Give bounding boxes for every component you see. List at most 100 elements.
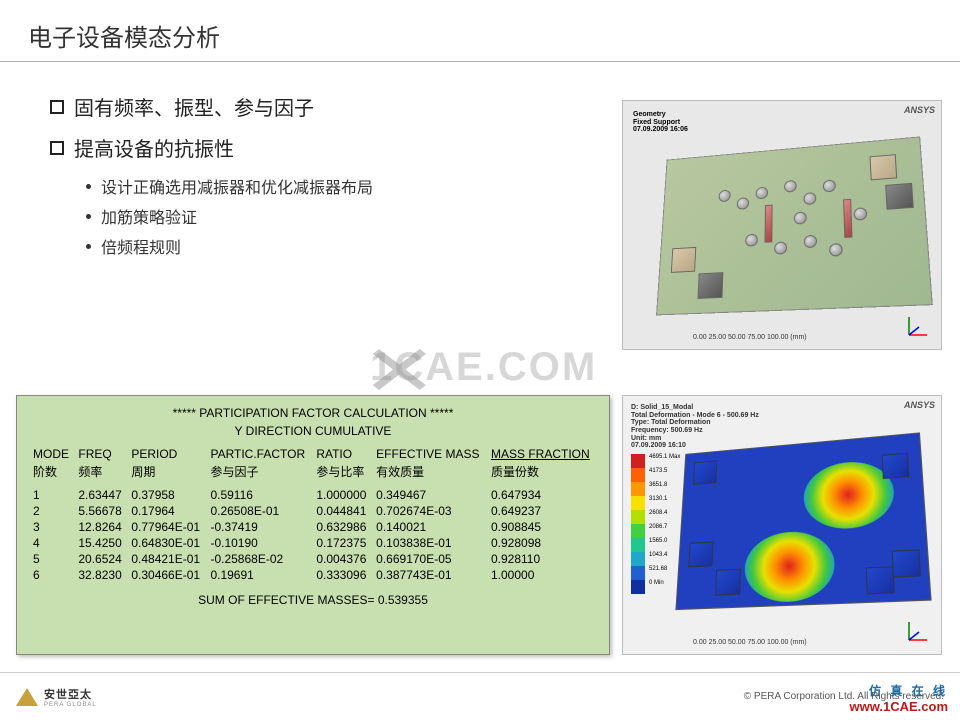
table-cell: 6 <box>29 567 74 583</box>
table-cell: 32.8230 <box>74 567 127 583</box>
th: 参与因子 <box>206 462 312 481</box>
figure-geometry: Geometry Fixed Support 07.09.2009 16:06 … <box>622 100 942 350</box>
bullet-text: 加筋策略验证 <box>101 204 197 228</box>
table-cell: 0.172375 <box>312 535 372 551</box>
table-cell: 0.103838E-01 <box>372 535 487 551</box>
table-cell: 0.647934 <box>487 487 597 503</box>
th: 有效质量 <box>372 462 487 481</box>
component-cap <box>823 179 836 192</box>
table-cell: 0.48421E-01 <box>127 551 206 567</box>
dot-bullet-icon <box>86 184 91 189</box>
table-cell: 1 <box>29 487 74 503</box>
th: 周期 <box>127 462 206 481</box>
table-cell: 4 <box>29 535 74 551</box>
table-cell: 0.17964 <box>127 503 206 519</box>
page-title: 电子设备模态分析 <box>28 18 932 53</box>
cae-watermark: 仿 真 在 线 www.1CAE.com <box>850 682 948 714</box>
table-cell: 0.77964E-01 <box>127 519 206 535</box>
cae-url: www.1CAE.com <box>850 699 948 714</box>
th: 频率 <box>74 462 127 481</box>
component-cube <box>693 460 717 485</box>
bullet-text: 倍频程规则 <box>101 234 181 258</box>
table-row: 312.82640.77964E-01-0.374190.6329860.140… <box>29 519 597 535</box>
th: PERIOD <box>127 446 206 462</box>
th: RATIO <box>312 446 372 462</box>
component-cap <box>718 190 730 203</box>
data-table: MODE FREQ PERIOD PARTIC.FACTOR RATIO EFF… <box>29 446 597 583</box>
dot-bullet-icon <box>86 214 91 219</box>
table-cell: 0.632986 <box>312 519 372 535</box>
component-cube <box>697 272 723 299</box>
footer: 安世亞太 PERA GLOBAL © PERA Corporation Ltd.… <box>0 672 960 720</box>
component-cap <box>804 235 817 248</box>
table-cell: 0.30466E-01 <box>127 567 206 583</box>
axis-triad-icon <box>903 311 933 341</box>
cae-cn: 仿 真 在 线 <box>850 682 948 699</box>
component-cap <box>745 234 758 247</box>
square-bullet-icon <box>50 100 64 114</box>
table-cell: 0.649237 <box>487 503 597 519</box>
pera-name: 安世亞太 <box>44 686 97 702</box>
title-bar: 电子设备模态分析 <box>0 0 960 62</box>
table-row: 25.566780.179640.26508E-010.0448410.7026… <box>29 503 597 519</box>
table-cell: 0.333096 <box>312 567 372 583</box>
table-row: 12.634470.379580.591161.0000000.3494670.… <box>29 487 597 503</box>
scale-bar: 0.00 25.00 50.00 75.00 100.00 (mm) <box>693 639 807 646</box>
table-cell: -0.10190 <box>206 535 312 551</box>
bullet-text: 固有频率、振型、参与因子 <box>74 92 314 121</box>
triangle-icon <box>16 688 38 706</box>
color-legend <box>631 454 645 594</box>
table-cell: 0.26508E-01 <box>206 503 312 519</box>
watermark-text: 1CAE.COM <box>370 345 597 390</box>
table-cell: 0.004376 <box>312 551 372 567</box>
table-cell: 0.669170E-05 <box>372 551 487 567</box>
table-cell: 0.140021 <box>372 519 487 535</box>
component-cap <box>737 197 749 210</box>
table-cell: 0.702674E-03 <box>372 503 487 519</box>
table-row: 632.82300.30466E-010.196910.3330960.3877… <box>29 567 597 583</box>
component-cap <box>854 207 868 220</box>
hotspot <box>744 529 835 603</box>
th: 阶数 <box>29 462 74 481</box>
ansys-logo: ANSYS <box>904 105 935 115</box>
figure-panel-text: Geometry Fixed Support 07.09.2009 16:06 <box>633 111 688 134</box>
component-cube <box>870 154 898 180</box>
component-cube <box>688 541 713 567</box>
table-cell: 2 <box>29 503 74 519</box>
th: MASS FRACTION <box>487 446 597 462</box>
th: 参与比率 <box>312 462 372 481</box>
table-cell: 20.6524 <box>74 551 127 567</box>
table-cell: 5 <box>29 551 74 567</box>
axis-triad-icon <box>903 616 933 646</box>
table-cell: 3 <box>29 519 74 535</box>
table-header-cn: 阶数 频率 周期 参与因子 参与比率 有效质量 质量份数 <box>29 462 597 481</box>
th: EFFECTIVE MASS <box>372 446 487 462</box>
th: FREQ <box>74 446 127 462</box>
table-title: ***** PARTICIPATION FACTOR CALCULATION *… <box>29 406 597 420</box>
pera-logo: 安世亞太 PERA GLOBAL <box>16 686 97 708</box>
participation-table: ***** PARTICIPATION FACTOR CALCULATION *… <box>16 395 610 655</box>
table-cell: 0.349467 <box>372 487 487 503</box>
figure-modal: D: Solid_15_Modal Total Deformation - Mo… <box>622 395 942 655</box>
square-bullet-icon <box>50 141 64 155</box>
bullet-text: 设计正确选用减振器和优化减振器布局 <box>101 174 373 198</box>
table-row: 415.42500.64830E-01-0.101900.1723750.103… <box>29 535 597 551</box>
table-cell: 0.908845 <box>487 519 597 535</box>
table-cell: -0.37419 <box>206 519 312 535</box>
component-cube <box>885 183 914 210</box>
bullet-text: 提高设备的抗振性 <box>74 133 234 162</box>
table-cell: 5.56678 <box>74 503 127 519</box>
table-cell: 1.000000 <box>312 487 372 503</box>
component-cube <box>882 453 910 479</box>
th: MODE <box>29 446 74 462</box>
table-cell: 12.8264 <box>74 519 127 535</box>
component-cap <box>794 211 807 224</box>
table-header-en: MODE FREQ PERIOD PARTIC.FACTOR RATIO EFF… <box>29 446 597 462</box>
table-cell: 0.19691 <box>206 567 312 583</box>
component-cube <box>671 247 696 273</box>
component-cube <box>866 566 895 594</box>
legend-values: 4695.1 Max4173.53651.83130.12608.42086.7… <box>649 450 680 590</box>
table-cell: 15.4250 <box>74 535 127 551</box>
table-cell: 0.64830E-01 <box>127 535 206 551</box>
th: PARTIC.FACTOR <box>206 446 312 462</box>
